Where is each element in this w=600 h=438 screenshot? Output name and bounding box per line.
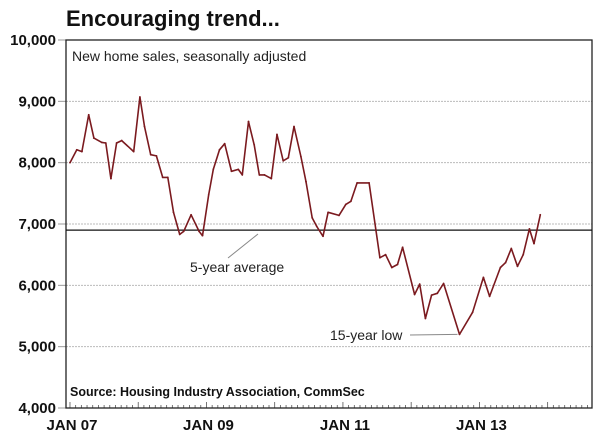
data-point (315, 225, 318, 228)
data-point (338, 214, 340, 217)
data-point (293, 125, 295, 128)
data-point (396, 263, 399, 266)
data-point (413, 293, 416, 296)
chart-subtitle: New home sales, seasonally adjusted (72, 48, 306, 64)
data-point (110, 177, 112, 180)
data-point (190, 213, 193, 216)
data-point (237, 168, 240, 171)
x-tick-label: JAN 09 (183, 417, 234, 434)
data-point (198, 230, 200, 233)
data-point (516, 265, 519, 268)
data-point (436, 292, 439, 295)
data-point (458, 333, 461, 336)
data-point (510, 247, 513, 250)
data-point (539, 213, 542, 216)
data-point (207, 193, 210, 196)
x-tick-label: JAN 13 (456, 417, 507, 434)
data-point (92, 137, 95, 140)
data-point (139, 96, 141, 98)
data-point (528, 228, 531, 230)
data-point (276, 133, 278, 136)
x-tick-label: JAN 11 (320, 417, 370, 434)
data-point (247, 120, 250, 123)
data-point (390, 266, 393, 269)
data-point (81, 150, 83, 153)
data-point (349, 200, 352, 203)
data-point (182, 230, 185, 233)
y-tick-label: 4,000 (18, 400, 56, 417)
data-point (322, 235, 324, 238)
data-point (241, 174, 244, 176)
data-point (149, 153, 152, 156)
data-point (418, 283, 421, 286)
data-point (75, 148, 78, 151)
data-point (104, 142, 107, 144)
data-point (356, 182, 359, 184)
data-point (327, 211, 330, 214)
series-line-new-home-sales (69, 96, 542, 336)
data-point (143, 125, 146, 128)
x-tick-label: JAN 07 (47, 417, 98, 434)
data-point (258, 174, 261, 176)
source-note: Source: Housing Industry Association, Co… (70, 385, 365, 399)
data-point (253, 143, 256, 146)
data-point (100, 141, 103, 144)
data-point (161, 176, 164, 179)
data-point (212, 168, 215, 171)
y-axis: 4,000 5,000 6,000 7,000 8,000 9,000 10,000 (10, 32, 66, 417)
plot-frame (65, 39, 593, 409)
y-tick-label: 7,000 (18, 216, 56, 233)
data-point (424, 317, 427, 320)
data-point (384, 253, 387, 256)
data-point (132, 150, 135, 153)
data-point (311, 216, 314, 219)
data-point (482, 276, 485, 279)
y-tick-label: 10,000 (10, 32, 56, 49)
data-point (166, 176, 169, 179)
data-point (299, 155, 302, 158)
data-point (282, 159, 285, 162)
data-point (287, 156, 290, 159)
data-point (430, 294, 433, 297)
data-point (120, 139, 123, 142)
data-point (368, 182, 370, 184)
chart-title: Encouraging trend... (66, 6, 280, 31)
y-tick-label: 6,000 (18, 277, 56, 294)
data-point (155, 155, 158, 157)
low-leader-line (409, 333, 458, 336)
x-axis: JAN 07 JAN 09 JAN 11 JAN 13 (47, 402, 588, 434)
average-leader-line (227, 233, 259, 259)
data-point (263, 174, 266, 176)
data-point (488, 295, 491, 298)
data-point (378, 256, 381, 259)
data-point (401, 246, 404, 249)
data-point (344, 203, 347, 206)
data-point (87, 113, 90, 116)
data-point (69, 161, 71, 164)
data-point (218, 148, 221, 151)
data-point (471, 311, 474, 314)
y-tick-label: 9,000 (18, 93, 56, 110)
data-point (499, 266, 502, 269)
data-point (305, 180, 307, 183)
data-point (230, 170, 233, 173)
data-point (533, 242, 535, 245)
data-point (442, 282, 445, 285)
low-annotation: 15-year low (330, 327, 403, 343)
data-point (172, 211, 175, 214)
data-point (270, 177, 273, 180)
average-annotation: 5-year average (190, 259, 284, 275)
data-point (115, 142, 118, 144)
data-point (522, 253, 525, 256)
grid-lines (66, 100, 592, 348)
y-tick-label: 5,000 (18, 339, 56, 356)
data-point (504, 261, 507, 264)
data-point (201, 234, 204, 237)
y-tick-label: 8,000 (18, 155, 56, 172)
data-point (178, 233, 181, 236)
data-point (223, 142, 226, 145)
